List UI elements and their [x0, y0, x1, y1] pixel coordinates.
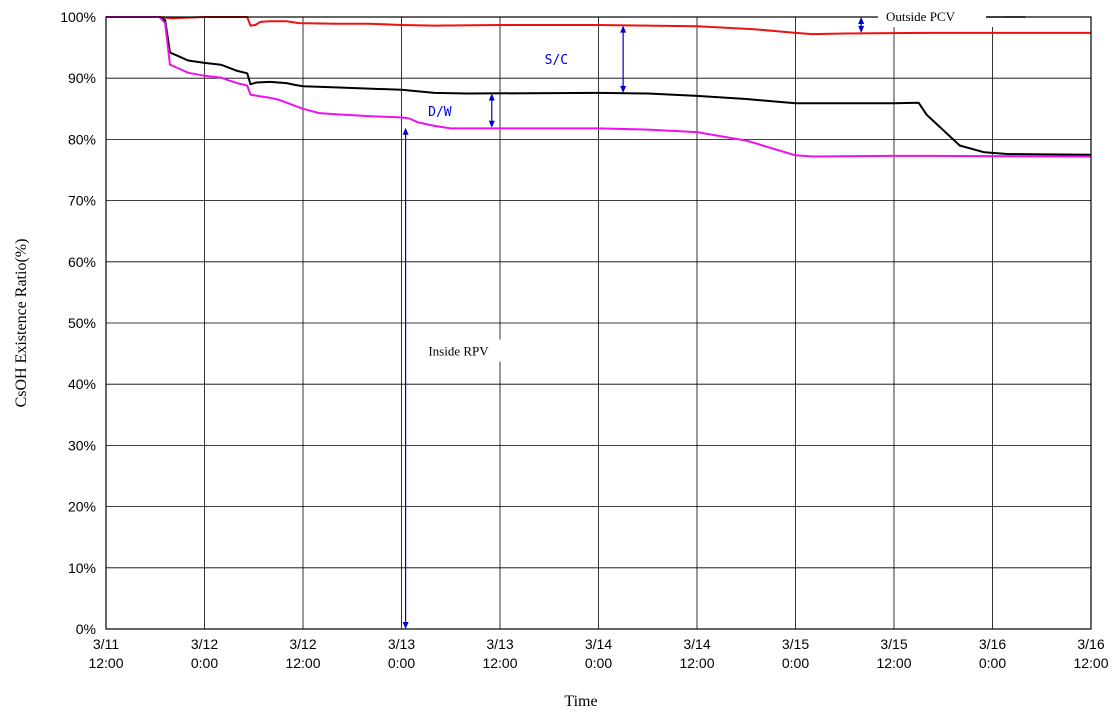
y-axis-title: CsOH Existence Ratio(%) [13, 239, 30, 408]
y-tick-label: 50% [68, 315, 96, 331]
x-tick-time: 12:00 [482, 655, 517, 671]
s-c-label: S/C [545, 53, 568, 68]
inside-rpv-label-bg [424, 339, 521, 362]
plot-border [105, 16, 1092, 630]
arrow-head-up [620, 25, 627, 33]
y-tick-label: 20% [68, 499, 96, 515]
x-tick-date: 3/16 [979, 636, 1006, 652]
x-tick-date: 3/15 [782, 636, 809, 652]
x-tick-date: 3/14 [683, 636, 710, 652]
outside-pcv-label: Outside PCV [886, 9, 956, 24]
x-axis-title: Time [564, 693, 597, 710]
outside-pcv-label-bg [878, 7, 1004, 27]
x-tick-date: 3/15 [880, 636, 907, 652]
y-tick-labels: 0% 10% 20% 30% 40% 50% 60% 70% 80% 90% 100% [60, 9, 96, 637]
annotation-arrows [402, 17, 865, 629]
arrow-head-up [858, 17, 865, 24]
x-tick-date: 3/14 [585, 636, 612, 652]
x-tick-time: 12:00 [1073, 655, 1108, 671]
x-tick-time: 0:00 [191, 655, 218, 671]
x-tick-time: 0:00 [585, 655, 612, 671]
arrow-head-up [402, 127, 409, 135]
x-tick-time: 12:00 [285, 655, 320, 671]
arrow-head-down [488, 120, 495, 128]
y-tick-label: 60% [68, 254, 96, 270]
plot-frame [105, 16, 1092, 630]
arrow-head-up [488, 93, 495, 101]
x-tick-time: 12:00 [679, 655, 714, 671]
grid [105, 16, 1092, 630]
x-tick-time: 0:00 [388, 655, 415, 671]
x-tick-date: 3/12 [289, 636, 316, 652]
series-line-2 [106, 16, 1092, 156]
y-tick-label: 10% [68, 560, 96, 576]
x-tick-date: 3/13 [486, 636, 513, 652]
y-tick-label: 70% [68, 193, 96, 209]
series-line-3 [106, 16, 1092, 158]
y-tick-label: 30% [68, 437, 96, 453]
x-tick-date: 3/12 [191, 636, 218, 652]
x-tick-time: 12:00 [88, 655, 123, 671]
x-tick-date: 3/16 [1077, 636, 1104, 652]
y-tick-label: 40% [68, 376, 96, 392]
x-tick-date: 3/11 [93, 636, 119, 652]
y-tick-label: 90% [68, 70, 96, 86]
arrow-head-down [402, 622, 409, 629]
y-tick-label: 0% [76, 621, 96, 637]
d-w-label: D/W [428, 105, 452, 120]
x-tick-time: 12:00 [876, 655, 911, 671]
x-tick-time: 0:00 [782, 655, 809, 671]
inside-rpv-label: Inside RPV [428, 344, 489, 359]
y-tick-label: 80% [68, 131, 96, 147]
x-tick-labels: 3/11 12:00 3/12 0:00 3/12 12:00 3/13 0:00 3/13 12… [88, 636, 1108, 671]
x-tick-time: 0:00 [979, 655, 1006, 671]
annotation-labels: Outside PCV S/C D/W Inside RPV [424, 7, 1026, 362]
x-tick-date: 3/13 [388, 636, 415, 652]
arrow-head-down [620, 85, 627, 93]
arrow-head-down [858, 25, 865, 33]
y-tick-label: 100% [60, 9, 96, 25]
